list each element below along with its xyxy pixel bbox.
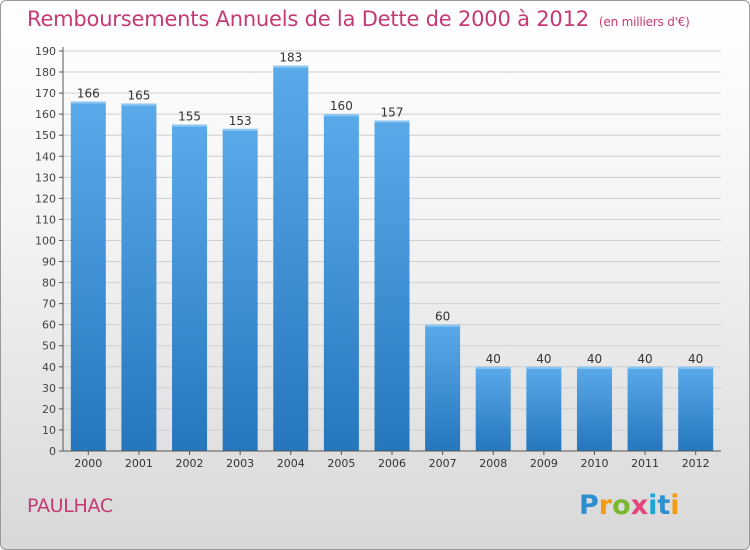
data-label: 165 xyxy=(127,89,150,103)
data-label: 40 xyxy=(637,352,652,366)
data-label: 40 xyxy=(688,352,703,366)
logo-letter: i xyxy=(670,490,680,521)
y-tick-label: 10 xyxy=(42,424,56,437)
x-tick-label: 2003 xyxy=(226,457,254,470)
y-tick-label: 20 xyxy=(42,403,56,416)
bar xyxy=(121,103,157,451)
y-tick-label: 90 xyxy=(42,256,56,269)
y-tick-label: 190 xyxy=(35,45,56,58)
bar xyxy=(70,101,106,452)
y-tick-label: 30 xyxy=(42,382,56,395)
y-tick-label: 130 xyxy=(35,171,56,184)
bar xyxy=(374,120,410,451)
bars: 166 165 155 153 183 160 157 60 40 40 40 40 40 xyxy=(70,51,714,452)
y-tick-label: 170 xyxy=(35,87,56,100)
data-label: 166 xyxy=(77,87,100,101)
bar xyxy=(627,366,663,451)
data-label: 160 xyxy=(330,99,353,113)
bar-highlight xyxy=(273,65,309,68)
logo-letter: x xyxy=(630,490,649,521)
bar-highlight xyxy=(121,103,157,106)
y-tick-label: 180 xyxy=(35,66,56,79)
bar-highlight xyxy=(70,101,106,104)
bar-highlight xyxy=(678,366,714,369)
x-tick-label: 2005 xyxy=(327,457,355,470)
x-tick-label: 2004 xyxy=(277,457,305,470)
logo-letter: P xyxy=(579,490,599,521)
bar xyxy=(425,324,461,451)
y-tick-label: 80 xyxy=(42,277,56,290)
y-tick-label: 60 xyxy=(42,319,56,332)
y-tick-label: 120 xyxy=(35,192,56,205)
bar-highlight xyxy=(222,128,258,131)
logo-letter: i xyxy=(648,490,658,521)
bar xyxy=(273,65,309,451)
x-tick-label: 2011 xyxy=(631,457,659,470)
x-tick-label: 2001 xyxy=(125,457,153,470)
x-tick-label: 2009 xyxy=(530,457,558,470)
y-tick-label: 0 xyxy=(49,445,56,458)
y-tick-label: 140 xyxy=(35,150,56,163)
logo-letter: r xyxy=(598,490,613,521)
axes: 0 10 20 30 40 50 60 70 80 90 100 110 120 130 140 150 160… xyxy=(35,45,721,470)
y-tick-label: 110 xyxy=(35,213,56,226)
bar-highlight xyxy=(526,366,562,369)
bar xyxy=(576,366,612,451)
y-tick-label: 40 xyxy=(42,361,56,374)
bar-highlight xyxy=(374,120,410,123)
bar xyxy=(475,366,511,451)
bar xyxy=(172,124,208,452)
data-label: 153 xyxy=(229,114,252,128)
bar-highlight xyxy=(627,366,663,369)
bar-highlight xyxy=(323,114,359,117)
logo-letter: o xyxy=(612,490,631,521)
x-tick-label: 2008 xyxy=(479,457,507,470)
logo-letter: t xyxy=(657,490,671,521)
bar-highlight xyxy=(172,124,208,127)
data-label: 40 xyxy=(587,352,602,366)
data-label: 60 xyxy=(435,310,450,324)
bar xyxy=(323,114,359,451)
proxiti-logo: Proxiti xyxy=(579,490,680,521)
chart-title: Remboursements Annuels de la Dette de 20… xyxy=(27,7,690,31)
bar-highlight xyxy=(576,366,612,369)
bar xyxy=(222,128,258,451)
y-tick-label: 160 xyxy=(35,108,56,121)
y-tick-label: 70 xyxy=(42,298,56,311)
x-tick-label: 2000 xyxy=(74,457,102,470)
y-tick-label: 50 xyxy=(42,340,56,353)
title-text: Remboursements Annuels de la Dette de 20… xyxy=(27,7,589,31)
x-tick-label: 2007 xyxy=(429,457,457,470)
bar-highlight xyxy=(425,324,461,327)
x-tick-label: 2012 xyxy=(682,457,710,470)
bar xyxy=(678,366,714,451)
bar xyxy=(526,366,562,451)
y-tick-label: 100 xyxy=(35,234,56,247)
data-label: 40 xyxy=(486,352,501,366)
x-tick-label: 2002 xyxy=(176,457,204,470)
unit-label: (en milliers d'€) xyxy=(598,15,690,29)
x-tick-label: 2010 xyxy=(580,457,608,470)
data-label: 183 xyxy=(279,51,302,65)
commune-name: PAULHAC xyxy=(27,495,113,517)
data-label: 40 xyxy=(536,352,551,366)
data-label: 157 xyxy=(381,105,404,119)
bar-highlight xyxy=(475,366,511,369)
y-tick-label: 150 xyxy=(35,129,56,142)
data-label: 155 xyxy=(178,110,201,124)
x-tick-label: 2006 xyxy=(378,457,406,470)
